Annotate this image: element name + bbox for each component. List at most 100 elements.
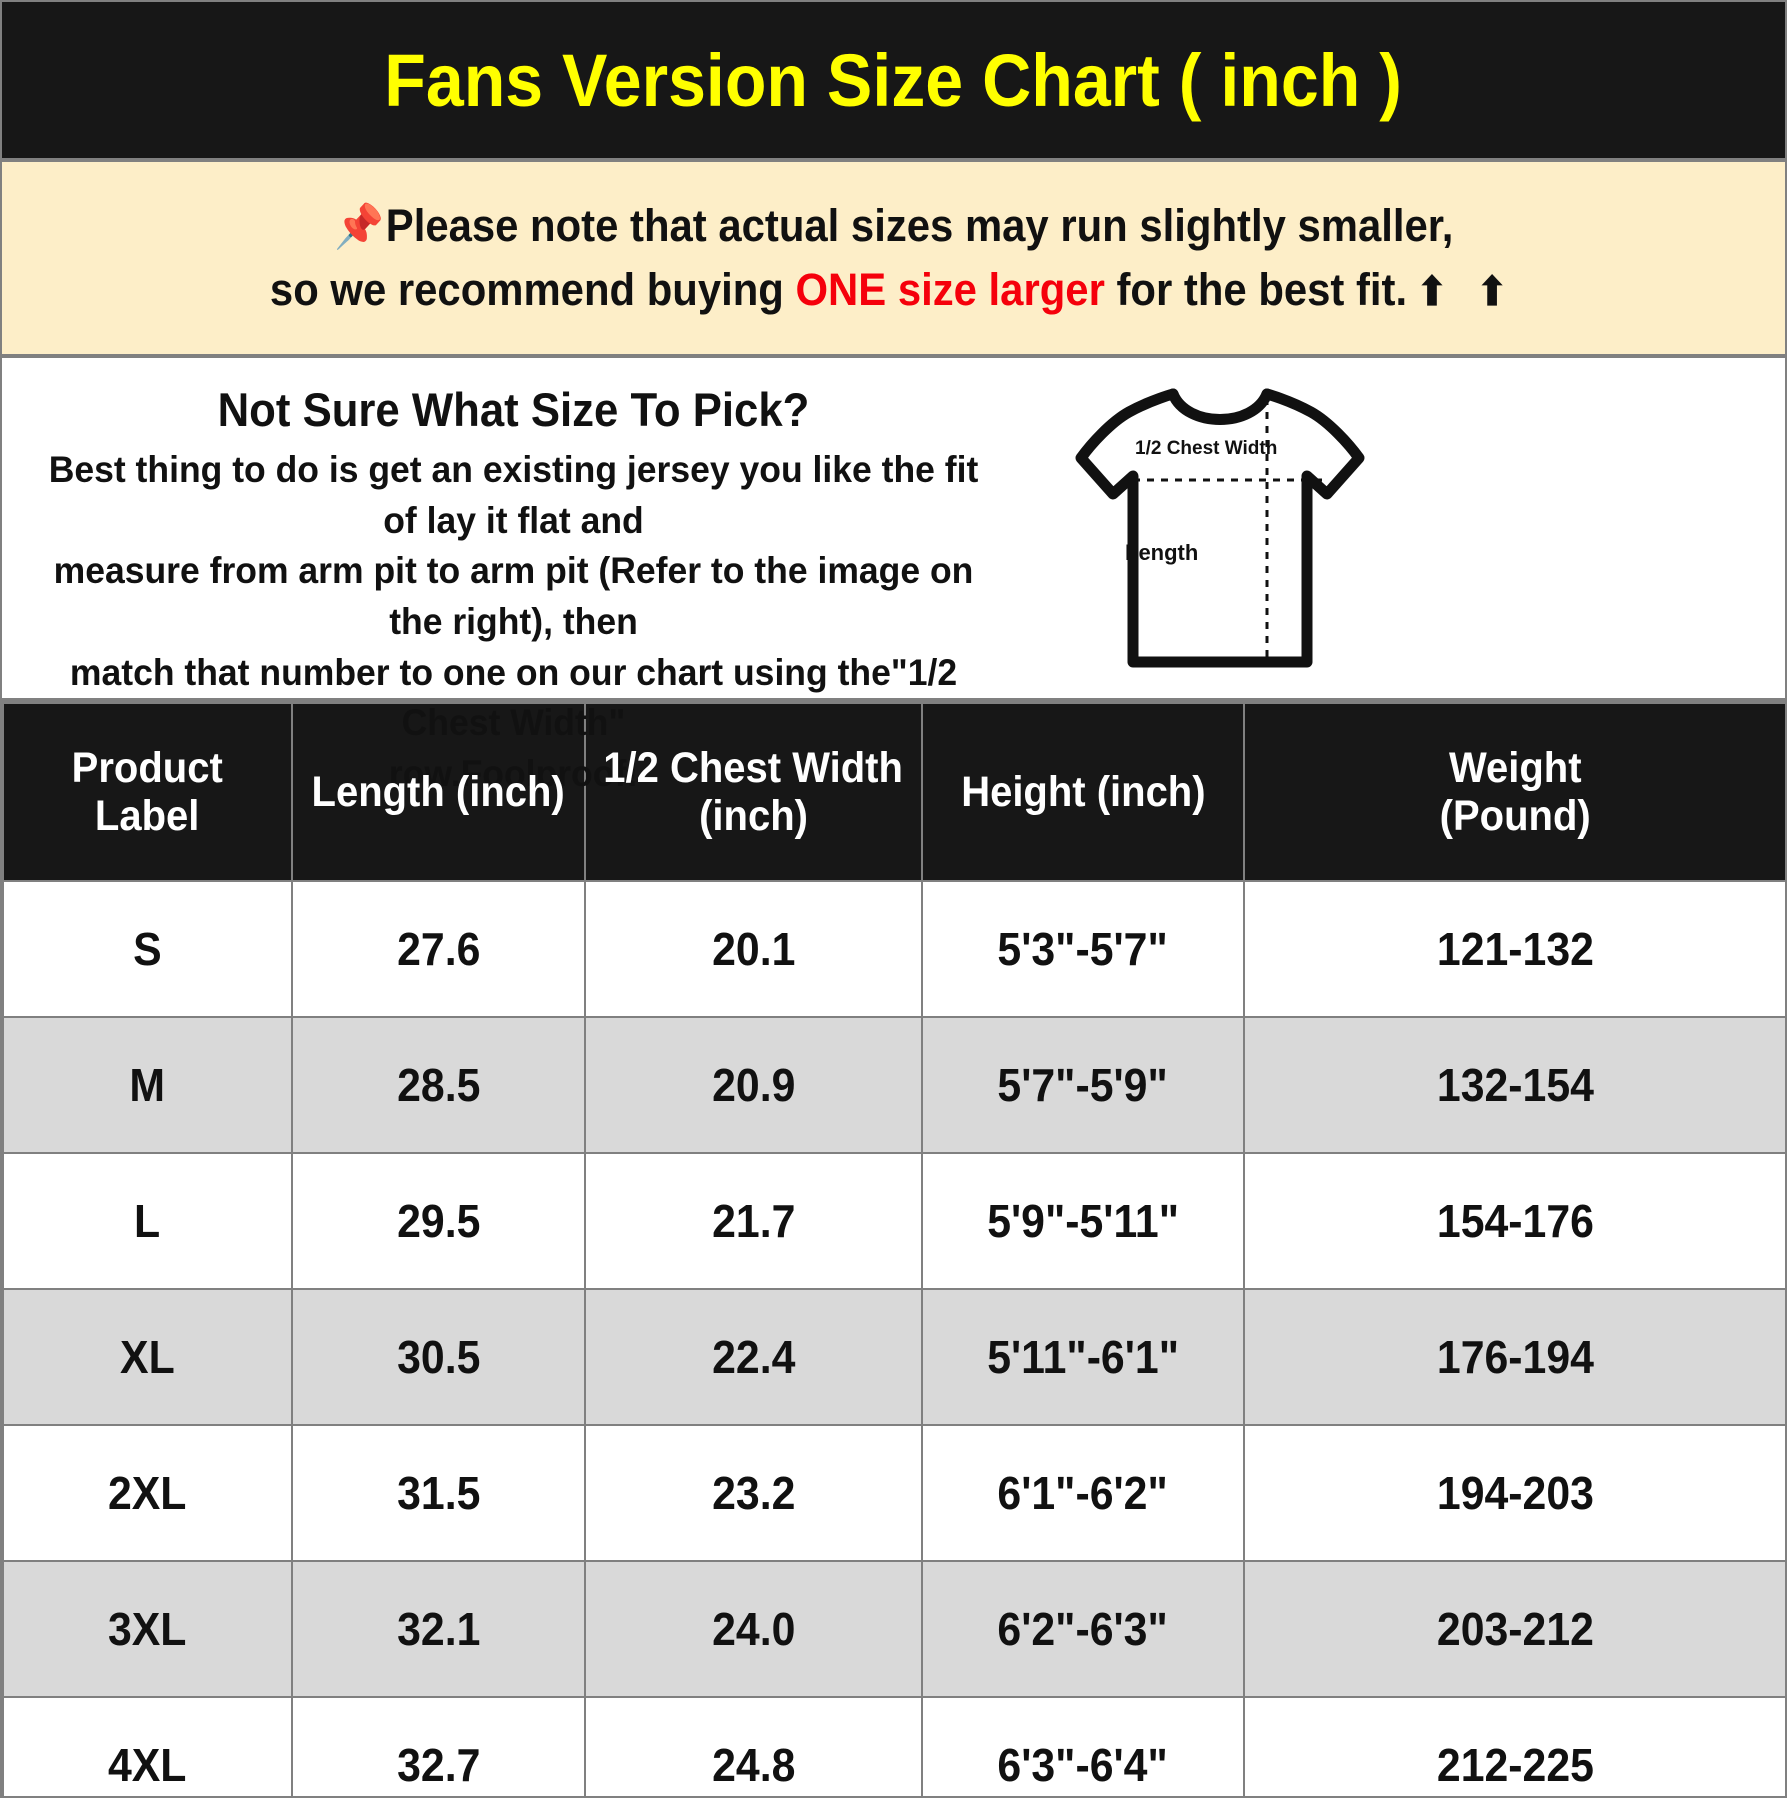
cell-length-text: 29.5 (396, 1195, 481, 1247)
info-band: Not Sure What Size To Pick? Best thing t… (2, 358, 1785, 794)
cell-weight: 203-212 (1243, 1560, 1785, 1698)
cell-product-label: XL (2, 1288, 293, 1426)
cell-product-label: M (2, 1016, 293, 1154)
cell-product-label-text: 4XL (108, 1739, 187, 1791)
info-body-line-3: match that number to one on our chart us… (69, 651, 958, 744)
cell-height: 5'9"-5'11" (921, 1152, 1245, 1290)
pushpin-icon: 📌 (333, 203, 384, 252)
info-heading: Not Sure What Size To Pick? (217, 383, 810, 436)
table-row: L 29.5 21.7 5'9"-5'11" 154-176 (2, 1152, 1785, 1290)
cell-length: 27.6 (291, 880, 586, 1018)
cell-weight-text: 132-154 (1436, 1059, 1594, 1111)
cell-half-chest-width: 23.2 (584, 1424, 923, 1562)
cell-weight: 194-203 (1243, 1424, 1785, 1562)
header-line-2: Label (95, 792, 200, 840)
notice-band: 📌Please note that actual sizes may run s… (2, 162, 1785, 358)
column-header-product-label: Product Label (2, 702, 293, 882)
cell-weight-text: 194-203 (1436, 1467, 1594, 1519)
header-line-1: Product (71, 743, 224, 792)
cell-height: 5'7"-5'9" (921, 1016, 1245, 1154)
cell-length: 31.5 (291, 1424, 586, 1562)
diagram-area: 1/2 Chest Width Length (1037, 358, 1785, 698)
cell-weight-text: 203-212 (1436, 1603, 1594, 1655)
cell-weight-text: 121-132 (1436, 923, 1594, 975)
cell-product-label-text: 2XL (108, 1467, 187, 1519)
notice-highlight: ONE size larger (795, 264, 1105, 316)
cell-half-chest-width-text: 24.8 (711, 1739, 796, 1791)
title-band: Fans Version Size Chart ( inch ) (2, 2, 1785, 162)
cell-weight-text: 176-194 (1436, 1331, 1594, 1383)
cell-length: 28.5 (291, 1016, 586, 1154)
cell-half-chest-width: 24.0 (584, 1560, 923, 1698)
cell-half-chest-width-text: 20.1 (711, 923, 796, 975)
tshirt-icon (1075, 388, 1365, 668)
info-body-line-2: measure from arm pit to arm pit (Refer t… (53, 550, 974, 643)
cell-height-text: 5'3"-5'7" (997, 923, 1169, 975)
cell-length-text: 28.5 (396, 1059, 481, 1111)
cell-half-chest-width-text: 20.9 (711, 1059, 796, 1111)
cell-product-label-text: S (133, 923, 162, 975)
cell-half-chest-width-text: 23.2 (711, 1467, 796, 1519)
cell-product-label: 4XL (2, 1696, 293, 1796)
page-title: Fans Version Size Chart ( inch ) (384, 38, 1403, 122)
table-row: S 27.6 20.1 5'3"-5'7" 121-132 (2, 880, 1785, 1018)
table-header: Product Label Length (inch) 1/2 Chest Wi… (2, 702, 1785, 882)
notice-text-1: Please note that actual sizes may run sl… (385, 200, 1454, 252)
cell-length: 32.1 (291, 1560, 586, 1698)
table-row: 2XL 31.5 23.2 6'1"-6'2" 194-203 (2, 1424, 1785, 1562)
cell-product-label-text: 3XL (108, 1603, 187, 1655)
column-header-length: Length (inch) (291, 702, 586, 882)
column-header-height: Height (inch) (921, 702, 1245, 882)
info-body-line-1: Best thing to do is get an existing jers… (48, 449, 979, 541)
cell-weight-text: 154-176 (1436, 1195, 1594, 1247)
cell-height-text: 6'2"-6'3" (997, 1603, 1169, 1655)
cell-half-chest-width: 21.7 (584, 1152, 923, 1290)
cell-weight: 176-194 (1243, 1288, 1785, 1426)
cell-half-chest-width-text: 24.0 (711, 1603, 796, 1655)
table-body: S 27.6 20.1 5'3"-5'7" 121-132 M 28.5 20.9 5'7"-5… (2, 880, 1785, 1796)
header-line-1: 1/2 Chest Width (603, 743, 904, 792)
cell-length-text: 32.7 (396, 1739, 481, 1791)
column-header-half-chest-width: 1/2 Chest Width (inch) (584, 702, 923, 882)
cell-weight: 121-132 (1243, 880, 1785, 1018)
cell-product-label: L (2, 1152, 293, 1290)
cell-height: 6'2"-6'3" (921, 1560, 1245, 1698)
cell-height-text: 5'11"-6'1" (987, 1331, 1179, 1383)
cell-height: 6'1"-6'2" (921, 1424, 1245, 1562)
cell-half-chest-width: 20.1 (584, 880, 923, 1018)
column-header-weight: Weight (Pound) (1243, 702, 1785, 882)
notice-text-2-after: for the best fit. (1104, 264, 1408, 316)
cell-height-text: 5'9"-5'11" (987, 1195, 1179, 1247)
info-text-block: Not Sure What Size To Pick? Best thing t… (2, 358, 1037, 800)
cell-length-text: 32.1 (396, 1603, 481, 1655)
cell-weight: 212-225 (1243, 1696, 1785, 1796)
cell-product-label-text: L (134, 1195, 161, 1247)
table-header-row: Product Label Length (inch) 1/2 Chest Wi… (2, 702, 1785, 882)
size-table: Product Label Length (inch) 1/2 Chest Wi… (2, 702, 1785, 1796)
table-row: 3XL 32.1 24.0 6'2"-6'3" 203-212 (2, 1560, 1785, 1698)
table-row: M 28.5 20.9 5'7"-5'9" 132-154 (2, 1016, 1785, 1154)
header-line-1: Height (inch) (960, 767, 1206, 816)
info-body-line-4: row.Foolproof! (388, 753, 639, 795)
cell-product-label: 3XL (2, 1560, 293, 1698)
cell-height-text: 6'1"-6'2" (997, 1467, 1169, 1519)
header-line-2: (Pound) (1439, 792, 1591, 840)
cell-length: 30.5 (291, 1288, 586, 1426)
cell-length: 29.5 (291, 1152, 586, 1290)
notice-line-1: 📌Please note that actual sizes may run s… (334, 194, 1453, 258)
cell-height: 5'11"-6'1" (921, 1288, 1245, 1426)
cell-product-label-text: M (129, 1059, 166, 1111)
header-line-2: (inch) (699, 792, 808, 840)
cell-length-text: 30.5 (396, 1331, 481, 1383)
cell-half-chest-width-text: 22.4 (711, 1331, 796, 1383)
table-row: XL 30.5 22.4 5'11"-6'1" 176-194 (2, 1288, 1785, 1426)
header-line-1: Length (inch) (311, 767, 566, 816)
cell-product-label-text: XL (120, 1331, 175, 1383)
cell-product-label: S (2, 880, 293, 1018)
cell-length-text: 27.6 (396, 923, 481, 975)
cell-half-chest-width: 22.4 (584, 1288, 923, 1426)
length-label: Length (1125, 540, 1199, 565)
cell-half-chest-width: 20.9 (584, 1016, 923, 1154)
cell-product-label: 2XL (2, 1424, 293, 1562)
up-arrow-icon: ⬆ ⬆ (1416, 270, 1518, 315)
